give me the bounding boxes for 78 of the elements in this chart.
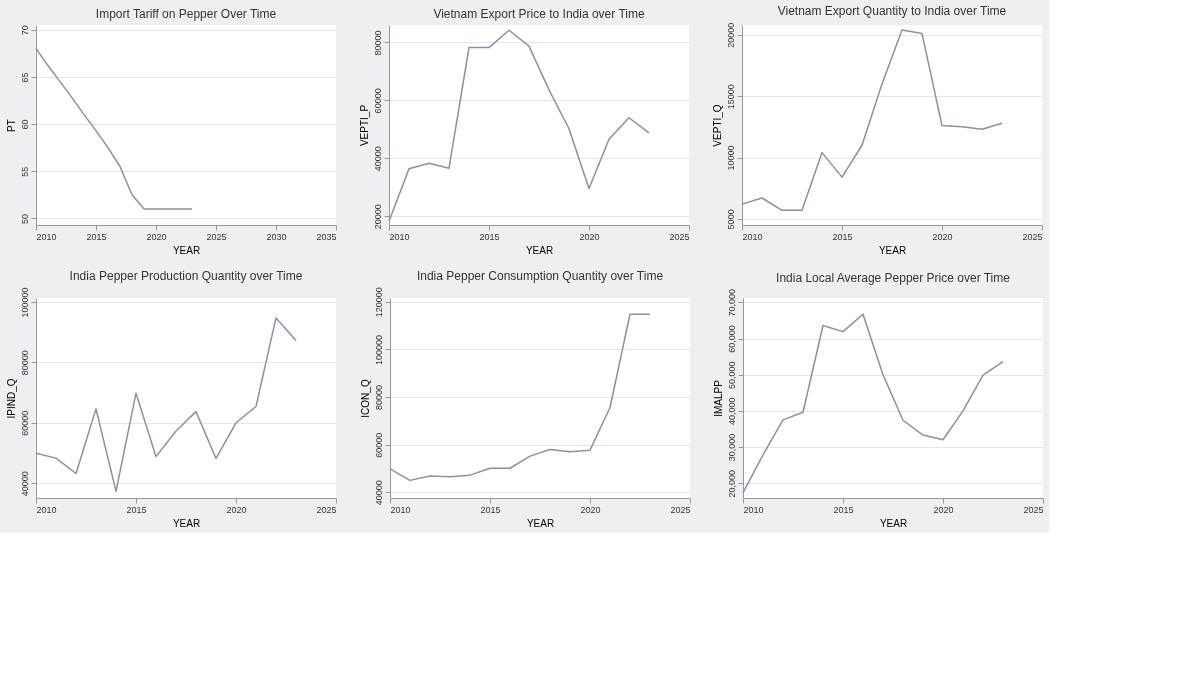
y-tick-label: 70,000 xyxy=(726,289,737,317)
x-tick-label: 2020 xyxy=(579,231,600,242)
line-series xyxy=(742,313,1004,494)
x-tick-label: 2015 xyxy=(126,504,147,515)
y-tick-label: 50 xyxy=(19,213,30,224)
chart-title: India Pepper Production Quantity over Time xyxy=(69,268,303,283)
y-tick-label: 40000 xyxy=(373,480,384,506)
x-tick-label: 2010 xyxy=(36,231,57,242)
line-series xyxy=(35,317,297,493)
x-axis-title: YEAR xyxy=(172,517,201,529)
x-tick-label: 2010 xyxy=(389,231,410,242)
y-tick-label: 80000 xyxy=(19,350,30,376)
chart-title: Vietnam Export Price to India over Time xyxy=(433,7,645,21)
line-series xyxy=(388,29,650,222)
x-tick-label: 2025 xyxy=(1023,504,1044,515)
x-axis-title: YEAR xyxy=(525,244,554,256)
x-tick-label: 2010 xyxy=(36,504,57,515)
y-tick-label: 100000 xyxy=(19,287,30,318)
line-series xyxy=(35,47,193,210)
x-tick-label: 2020 xyxy=(580,504,601,515)
x-tick-label: 2015 xyxy=(479,231,500,242)
y-tick-label: 10000 xyxy=(725,145,736,171)
y-axis-title: IMALPP xyxy=(712,379,724,417)
y-axis-title: ICON_Q xyxy=(359,379,371,418)
y-tick-label: 60 xyxy=(19,119,30,130)
y-tick-label: 20,000 xyxy=(726,469,737,498)
x-tick-label: 2025 xyxy=(1022,231,1043,242)
x-axis-title: YEAR xyxy=(172,244,201,256)
y-tick-label: 30,000 xyxy=(726,433,737,462)
x-tick-label: 2015 xyxy=(86,231,107,242)
y-tick-label: 40000 xyxy=(19,471,30,497)
x-axis-title: YEAR xyxy=(879,517,908,529)
x-tick-label: 2015 xyxy=(833,504,854,515)
y-axis-title: VEPTI_Q xyxy=(711,104,723,147)
y-tick-label: 50,000 xyxy=(726,361,737,389)
x-tick-label: 2025 xyxy=(206,231,227,242)
x-tick-label: 2025 xyxy=(316,504,337,515)
y-tick-label: 60,000 xyxy=(726,325,737,353)
x-tick-label: 2020 xyxy=(932,231,953,242)
chart-title: India Local Average Pepper Price over Time xyxy=(776,270,1011,285)
y-tick-label: 80000 xyxy=(372,30,383,56)
y-tick-label: 40,000 xyxy=(726,397,737,426)
y-axis-title: VEPTI_P xyxy=(358,104,370,147)
x-tick-label: 2025 xyxy=(669,231,690,242)
y-tick-label: 120000 xyxy=(373,287,384,318)
chart-title: Import Tariff on Pepper Over Time xyxy=(95,6,277,21)
line-series xyxy=(389,313,651,482)
y-tick-label: 20000 xyxy=(372,204,383,230)
x-tick-label: 2020 xyxy=(226,504,247,515)
x-tick-label: 2010 xyxy=(743,504,764,515)
x-tick-label: 2020 xyxy=(146,231,167,242)
x-tick-label: 2035 xyxy=(316,231,337,242)
x-tick-label: 2015 xyxy=(480,504,501,515)
y-tick-label: 80000 xyxy=(373,385,384,411)
x-axis-title: YEAR xyxy=(526,517,555,529)
x-tick-label: 2025 xyxy=(670,504,691,515)
chart-title: Vietnam Export Quantity to India over Time xyxy=(777,4,1007,19)
y-tick-label: 70 xyxy=(19,25,30,36)
x-tick-label: 2010 xyxy=(390,504,411,515)
x-axis-title: YEAR xyxy=(878,244,907,256)
chart-title: India Pepper Consumption Quantity over Time xyxy=(416,268,664,283)
y-tick-label: 60000 xyxy=(372,88,383,114)
y-tick-label: 55 xyxy=(19,166,30,177)
x-tick-label: 2015 xyxy=(832,231,853,242)
y-tick-label: 100000 xyxy=(373,334,384,365)
x-tick-label: 2020 xyxy=(933,504,954,515)
y-tick-label: 65 xyxy=(19,72,30,83)
y-tick-label: 20000 xyxy=(725,22,736,48)
line-series xyxy=(741,29,1003,212)
y-tick-label: 60000 xyxy=(373,432,384,458)
x-tick-label: 2030 xyxy=(266,231,287,242)
y-tick-label: 15000 xyxy=(725,84,736,110)
y-tick-label: 40000 xyxy=(372,146,383,172)
x-tick-label: 2010 xyxy=(742,231,763,242)
y-tick-label: 60000 xyxy=(19,410,30,436)
y-axis-title: IPIND_Q xyxy=(5,378,17,419)
y-axis-title: PT xyxy=(5,119,17,132)
y-tick-label: 5000 xyxy=(725,209,736,230)
